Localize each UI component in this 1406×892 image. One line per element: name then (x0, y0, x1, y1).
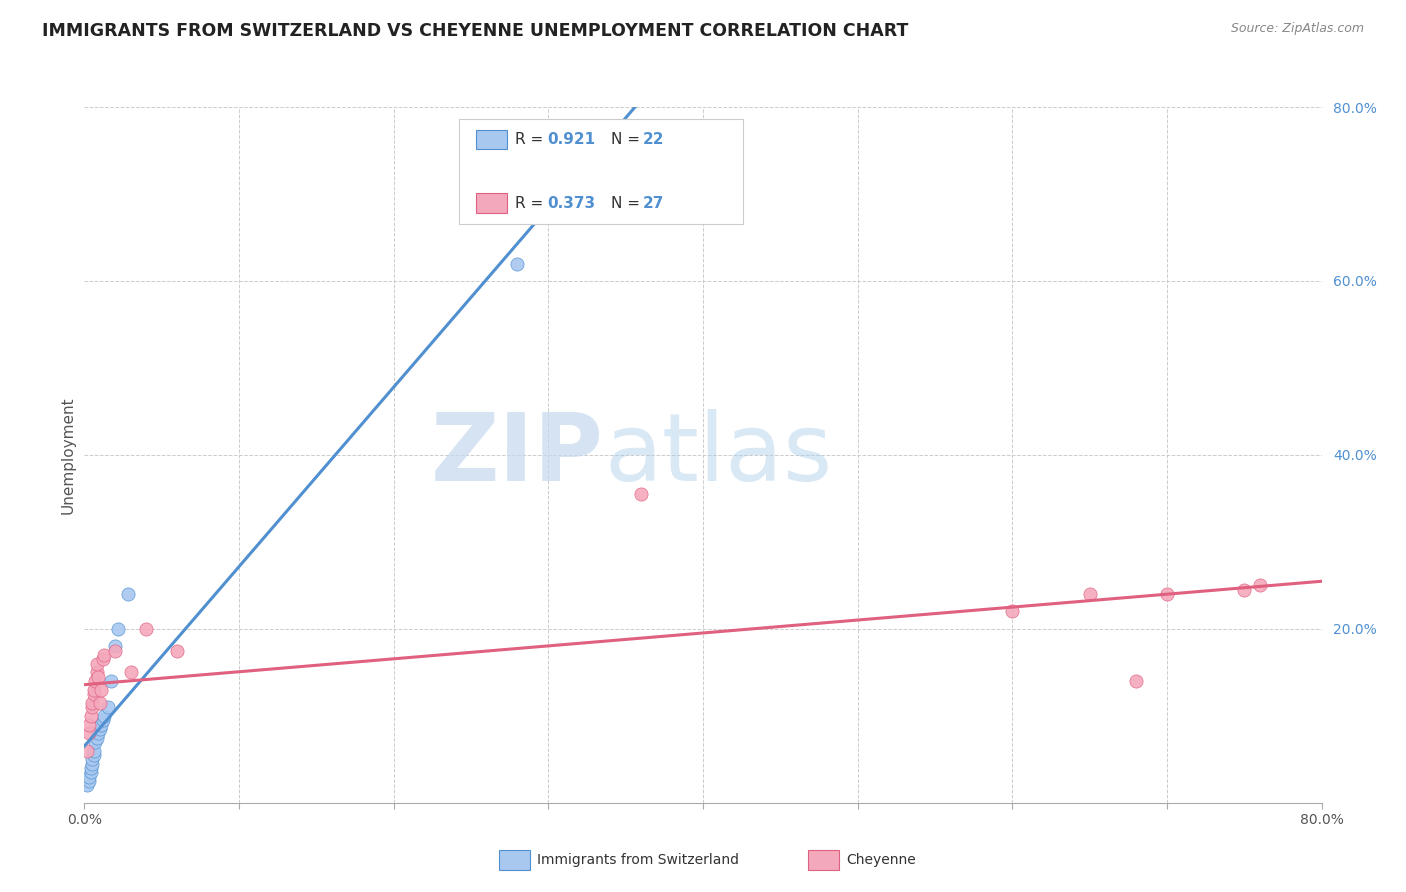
Point (117, 587, 139, 601)
Point (77, 717, 100, 731)
Point (506, 256, 529, 270)
Point (1078, 587, 1101, 601)
Point (166, 643, 188, 657)
Point (79, 708, 101, 723)
Point (100, 674, 122, 689)
Point (89, 696, 111, 710)
Point (87, 726, 110, 740)
Point (84, 674, 107, 689)
Point (107, 622, 129, 636)
Text: N =: N = (610, 195, 644, 211)
Point (83, 682, 105, 697)
Point (83, 744, 105, 758)
Point (82, 752, 104, 766)
Text: R =: R = (515, 195, 548, 211)
Point (104, 639, 127, 653)
Point (87, 670, 110, 684)
Point (86, 665, 108, 680)
Text: atlas: atlas (605, 409, 832, 501)
Point (135, 622, 157, 636)
Point (93, 648, 115, 662)
Point (83, 687, 105, 701)
Point (83, 747, 105, 762)
Point (86, 731, 108, 745)
Text: R =: R = (515, 132, 548, 147)
Point (1233, 582, 1256, 597)
Text: Immigrants from Switzerland: Immigrants from Switzerland (537, 853, 740, 867)
Text: IMMIGRANTS FROM SWITZERLAND VS CHEYENNE UNEMPLOYMENT CORRELATION CHART: IMMIGRANTS FROM SWITZERLAND VS CHEYENNE … (42, 22, 908, 40)
Point (1125, 674, 1147, 689)
Point (91, 652, 114, 666)
Point (104, 643, 127, 657)
Point (77, 726, 100, 740)
Text: 27: 27 (643, 195, 665, 211)
Text: 22: 22 (643, 132, 665, 147)
Point (82, 700, 104, 714)
Point (77, 774, 100, 789)
Y-axis label: Unemployment: Unemployment (60, 396, 76, 514)
Point (1249, 578, 1271, 592)
Text: N =: N = (610, 132, 644, 147)
Point (82, 756, 104, 771)
Point (90, 682, 112, 697)
Point (120, 665, 142, 680)
Point (93, 708, 115, 723)
Point (96, 700, 118, 714)
Point (76, 778, 98, 792)
Text: 0.921: 0.921 (547, 132, 596, 147)
Point (91, 713, 114, 727)
Point (84, 735, 107, 749)
Point (82, 696, 104, 710)
Point (77, 770, 100, 784)
Point (630, 487, 652, 501)
Point (1001, 605, 1024, 619)
Point (86, 657, 108, 671)
Point (1156, 587, 1178, 601)
Text: 0.373: 0.373 (547, 195, 596, 211)
Text: ZIP: ZIP (432, 409, 605, 501)
Point (79, 765, 101, 780)
Point (89, 722, 111, 736)
Point (90, 717, 112, 731)
Point (76, 744, 98, 758)
Text: Source: ZipAtlas.com: Source: ZipAtlas.com (1230, 22, 1364, 36)
Text: Cheyenne: Cheyenne (846, 853, 917, 867)
Point (79, 761, 101, 775)
